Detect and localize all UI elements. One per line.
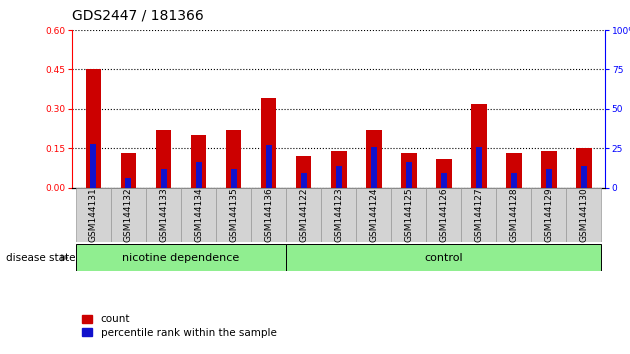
FancyBboxPatch shape [76,188,111,242]
Bar [120,154,136,188]
FancyBboxPatch shape [496,188,531,242]
Text: GSM144135: GSM144135 [229,188,238,242]
Bar [91,143,96,188]
Bar [125,178,132,188]
Legend: count, percentile rank within the sample: count, percentile rank within the sample [77,310,280,342]
Bar [581,166,587,188]
Bar [471,104,486,188]
Bar [370,147,377,188]
FancyBboxPatch shape [76,244,286,271]
Bar [506,154,522,188]
FancyBboxPatch shape [286,244,601,271]
Bar [511,173,517,188]
Bar [541,151,557,188]
Bar [576,148,592,188]
Bar [441,173,447,188]
Bar [195,162,202,188]
Bar [191,135,207,188]
Bar [401,154,416,188]
Bar [366,130,382,188]
FancyBboxPatch shape [286,188,321,242]
FancyBboxPatch shape [111,188,146,242]
Bar [295,156,311,188]
Text: GSM144131: GSM144131 [89,188,98,242]
Text: GSM144130: GSM144130 [580,188,588,242]
Text: GSM144123: GSM144123 [334,188,343,242]
Bar [86,69,101,188]
Bar [436,159,452,188]
Bar [336,166,341,188]
FancyBboxPatch shape [321,188,356,242]
Bar [546,169,552,188]
Text: GSM144134: GSM144134 [194,188,203,242]
Text: GSM144127: GSM144127 [474,188,483,242]
FancyBboxPatch shape [216,188,251,242]
Bar [301,173,307,188]
Bar [226,130,241,188]
Text: GSM144128: GSM144128 [509,188,518,242]
Bar [161,169,166,188]
FancyBboxPatch shape [251,188,286,242]
Text: GSM144132: GSM144132 [124,188,133,242]
Bar [476,147,482,188]
FancyBboxPatch shape [181,188,216,242]
FancyBboxPatch shape [391,188,426,242]
FancyBboxPatch shape [426,188,461,242]
Text: nicotine dependence: nicotine dependence [122,252,239,263]
Bar [406,162,411,188]
Text: GSM144133: GSM144133 [159,188,168,242]
Text: GSM144126: GSM144126 [439,188,448,242]
Bar [261,98,277,188]
Bar [156,130,171,188]
Bar [266,145,272,188]
Bar [331,151,346,188]
FancyBboxPatch shape [146,188,181,242]
Text: GSM144122: GSM144122 [299,188,308,242]
FancyBboxPatch shape [531,188,566,242]
Text: GSM144136: GSM144136 [264,188,273,242]
Bar [231,169,236,188]
Text: GSM144129: GSM144129 [544,188,553,242]
Text: GSM144124: GSM144124 [369,188,378,242]
Text: control: control [425,252,463,263]
FancyBboxPatch shape [356,188,391,242]
Text: GDS2447 / 181366: GDS2447 / 181366 [72,9,204,23]
Text: GSM144125: GSM144125 [404,188,413,242]
FancyBboxPatch shape [461,188,496,242]
FancyBboxPatch shape [566,188,601,242]
Text: disease state: disease state [6,253,76,263]
